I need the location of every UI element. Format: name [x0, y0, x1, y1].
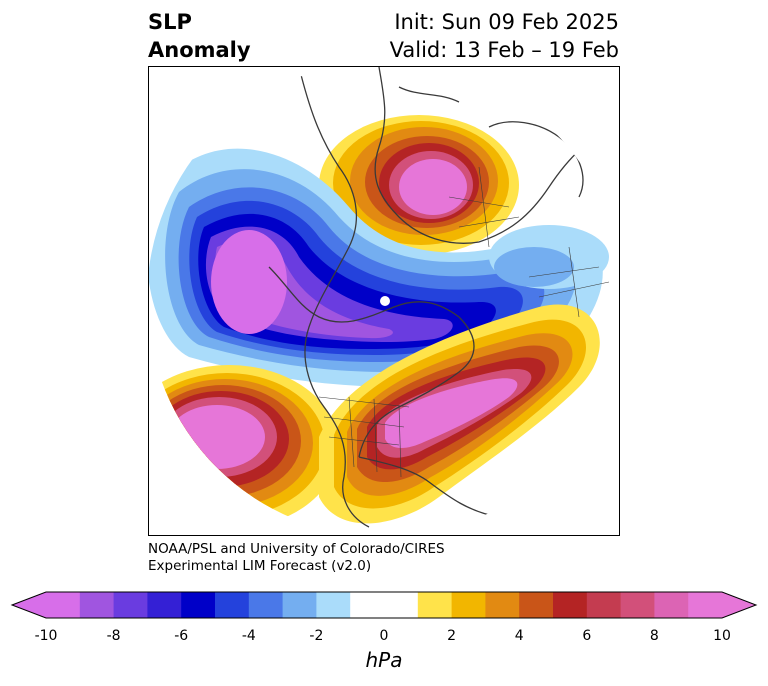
colorbar-bin: [147, 592, 182, 618]
colorbar-bin: [384, 592, 419, 618]
colorbar-bin: [553, 592, 588, 618]
colorbar-bin: [316, 592, 351, 618]
credit-line2: Experimental LIM Forecast (v2.0): [148, 558, 372, 574]
political-borders: [318, 166, 610, 478]
valid-range: Valid: 13 Feb – 19 Feb: [389, 38, 619, 62]
colorbar-outline: [10, 591, 758, 619]
colorbar-bin: [113, 592, 148, 618]
init-date: Init: Sun 09 Feb 2025: [394, 10, 619, 34]
colorbar-bin: [519, 592, 554, 618]
forecast-dates: Init: Sun 09 Feb 2025 Valid: 13 Feb – 19…: [390, 8, 619, 64]
colorbar-bin: [248, 592, 284, 618]
north-pole-marker: [380, 296, 390, 306]
europe-low-anomaly: [489, 225, 609, 289]
colorbar-tick-label: 10: [713, 628, 731, 644]
coastlines: [268, 67, 619, 528]
colorbar-tick-label: -2: [309, 628, 324, 644]
colorbar-tick-label: -6: [174, 628, 189, 644]
colorbar-bin: [181, 592, 216, 618]
colorbar-bin: [654, 592, 689, 618]
credit-line1: NOAA/PSL and University of Colorado/CIRE…: [148, 541, 445, 557]
map-canvas: [149, 67, 619, 535]
colorbar-tick-label: 6: [582, 628, 592, 644]
colorbar-bin: [688, 592, 723, 618]
title-variable-line1: SLP: [148, 10, 192, 34]
colorbar-bin: [485, 592, 520, 618]
colorbar-bin: [350, 592, 385, 618]
colorbar-tick-label: -4: [241, 628, 256, 644]
colorbar-extend-min: [12, 592, 46, 618]
colorbar-bin: [215, 592, 250, 618]
colorbar-tick-label: 4: [514, 628, 524, 644]
colorbar-bin: [451, 592, 486, 618]
slp-anomaly-map: [148, 66, 620, 536]
title-variable-line2: Anomaly: [148, 38, 251, 62]
atlantic-high-anomaly: [319, 304, 600, 524]
colorbar-bin: [586, 592, 622, 618]
colorbar-tick-label: 0: [379, 628, 389, 644]
pacific-low-anomaly: [149, 148, 603, 387]
colorbar-tick-label: 2: [447, 628, 457, 644]
colorbar-bin: [282, 592, 317, 618]
colorbar-tick-label: -10: [34, 628, 58, 644]
map-credit: NOAA/PSL and University of Colorado/CIRE…: [148, 541, 445, 575]
colorbar: [10, 591, 758, 619]
colorbar-bin: [620, 592, 655, 618]
colorbar-bin: [46, 592, 81, 618]
colorbar-unit: hPa: [365, 648, 403, 672]
colorbar-bin: [417, 592, 453, 618]
colorbar-bin: [79, 592, 115, 618]
siberia-high-anomaly: [319, 115, 519, 255]
map-title: SLP Anomaly: [148, 8, 251, 64]
colorbar-tick-label: 8: [649, 628, 659, 644]
colorbar-tick-label: -8: [106, 628, 121, 644]
colorbar-extend-max: [722, 592, 756, 618]
